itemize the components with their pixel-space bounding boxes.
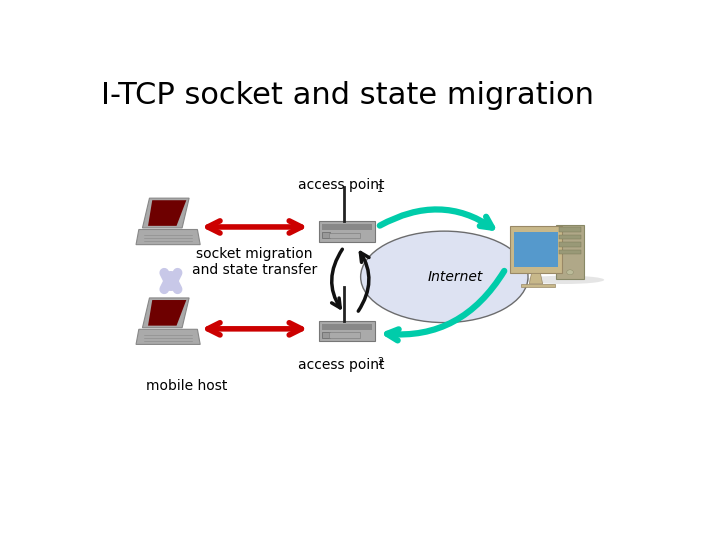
- Bar: [521, 284, 555, 287]
- Ellipse shape: [524, 276, 604, 284]
- Text: socket migration
and state transfer: socket migration and state transfer: [192, 247, 318, 278]
- Text: 2: 2: [377, 357, 384, 367]
- Bar: [322, 323, 372, 330]
- FancyBboxPatch shape: [319, 221, 374, 241]
- Text: access point: access point: [298, 358, 384, 372]
- FancyBboxPatch shape: [557, 225, 584, 279]
- Bar: [329, 233, 359, 238]
- FancyBboxPatch shape: [319, 321, 374, 341]
- Bar: [559, 235, 581, 239]
- Polygon shape: [136, 329, 200, 345]
- Polygon shape: [143, 298, 189, 328]
- Bar: [559, 227, 581, 232]
- Bar: [322, 224, 372, 230]
- Ellipse shape: [361, 231, 528, 322]
- Polygon shape: [148, 300, 186, 326]
- FancyBboxPatch shape: [514, 232, 557, 267]
- Bar: [322, 332, 330, 338]
- Text: 1: 1: [377, 184, 384, 194]
- Text: mobile host: mobile host: [145, 379, 228, 393]
- Bar: [329, 332, 359, 338]
- Bar: [559, 250, 581, 254]
- Text: Internet: Internet: [428, 270, 483, 284]
- Polygon shape: [148, 200, 186, 226]
- Text: access point: access point: [298, 178, 384, 192]
- Circle shape: [567, 270, 573, 275]
- Polygon shape: [143, 198, 189, 228]
- Text: I-TCP socket and state migration: I-TCP socket and state migration: [101, 82, 594, 111]
- FancyBboxPatch shape: [510, 226, 562, 273]
- Polygon shape: [136, 230, 200, 245]
- Bar: [322, 232, 330, 238]
- Polygon shape: [529, 273, 543, 284]
- Bar: [559, 242, 581, 246]
